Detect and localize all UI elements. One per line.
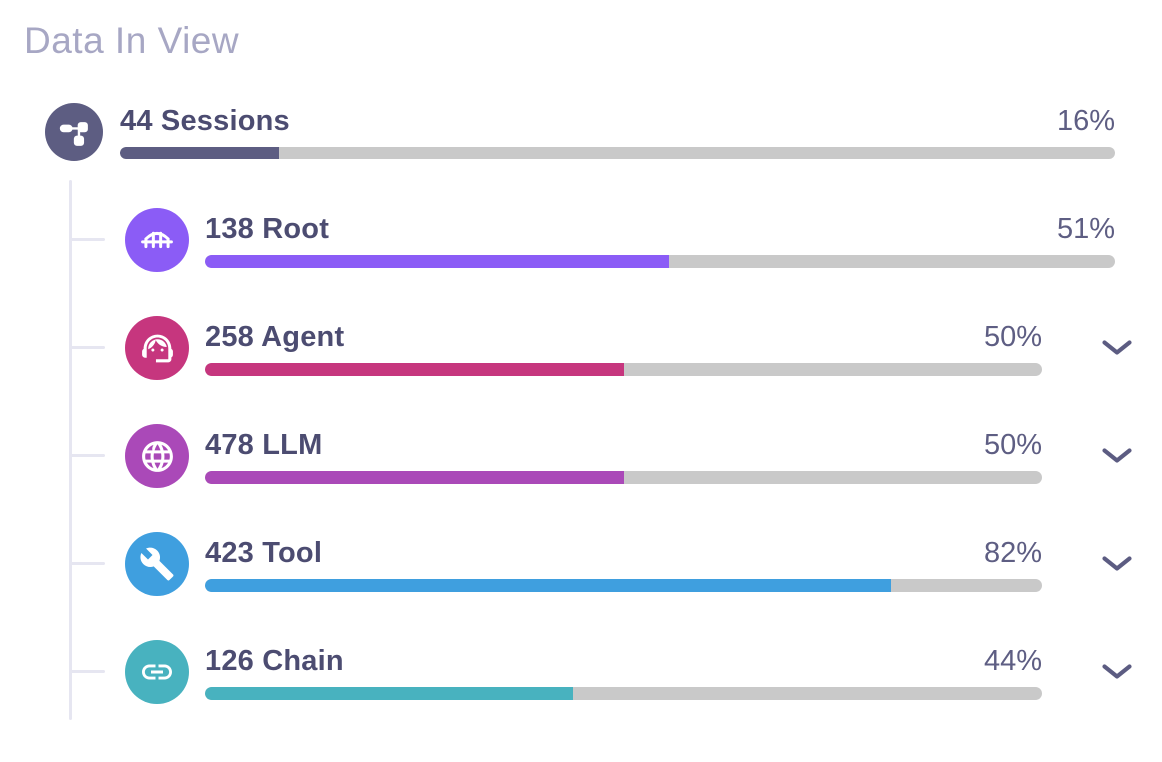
- tree-connector: [69, 562, 105, 565]
- row-chain[interactable]: 126 Chain 44%: [0, 640, 1162, 704]
- tree-connector: [69, 238, 105, 241]
- row-label: 478 LLM: [205, 428, 323, 461]
- row-root[interactable]: 138 Root 51%: [0, 208, 1162, 272]
- progress-fill: [205, 686, 574, 700]
- progress-fill: [205, 362, 624, 376]
- chevron-down-icon[interactable]: [1101, 447, 1133, 465]
- row-percent: 50%: [983, 428, 1042, 461]
- progress-fill: [120, 147, 280, 159]
- progress-fill: [205, 578, 892, 592]
- row-sessions[interactable]: 44 Sessions 16%: [0, 101, 1162, 163]
- row-percent: 16%: [1056, 105, 1115, 137]
- progress-track: [205, 362, 1042, 376]
- row-agent[interactable]: 258 Agent 50%: [0, 316, 1162, 380]
- row-tool[interactable]: 423 Tool 82%: [0, 532, 1162, 596]
- row-percent: 50%: [983, 320, 1042, 353]
- chevron-down-icon[interactable]: [1101, 663, 1133, 681]
- chain-link-icon: [125, 640, 189, 704]
- progress-track: [205, 254, 1115, 268]
- row-label: 138 Root: [205, 212, 330, 245]
- progress-track: [205, 470, 1042, 484]
- sessions-network-icon: [45, 103, 103, 161]
- globe-icon: [125, 424, 189, 488]
- row-label: 423 Tool: [205, 536, 323, 569]
- bridge-icon: [125, 208, 189, 272]
- row-label: 258 Agent: [205, 320, 345, 353]
- row-llm[interactable]: 478 LLM 50%: [0, 424, 1162, 488]
- row-percent: 44%: [983, 644, 1042, 677]
- tree-vertical-line: [69, 180, 72, 720]
- panel-title: Data In View: [24, 20, 240, 61]
- tree-connector: [69, 670, 105, 673]
- chevron-down-icon[interactable]: [1101, 555, 1133, 573]
- row-label: 44 Sessions: [120, 105, 290, 137]
- row-label: 126 Chain: [205, 644, 344, 677]
- tree-connector: [69, 346, 105, 349]
- progress-track: [205, 686, 1042, 700]
- chevron-down-icon[interactable]: [1101, 339, 1133, 357]
- expand-row-tool[interactable]: [1058, 555, 1162, 573]
- progress-track: [120, 147, 1115, 159]
- tree-connector: [69, 454, 105, 457]
- progress-fill: [205, 470, 624, 484]
- wrench-icon: [125, 532, 189, 596]
- expand-row-agent[interactable]: [1058, 339, 1162, 357]
- progress-fill: [205, 254, 670, 268]
- row-percent: 51%: [1056, 212, 1115, 245]
- expand-row-llm[interactable]: [1058, 447, 1162, 465]
- progress-track: [205, 578, 1042, 592]
- row-percent: 82%: [983, 536, 1042, 569]
- headset-agent-icon: [125, 316, 189, 380]
- expand-row-chain[interactable]: [1058, 663, 1162, 681]
